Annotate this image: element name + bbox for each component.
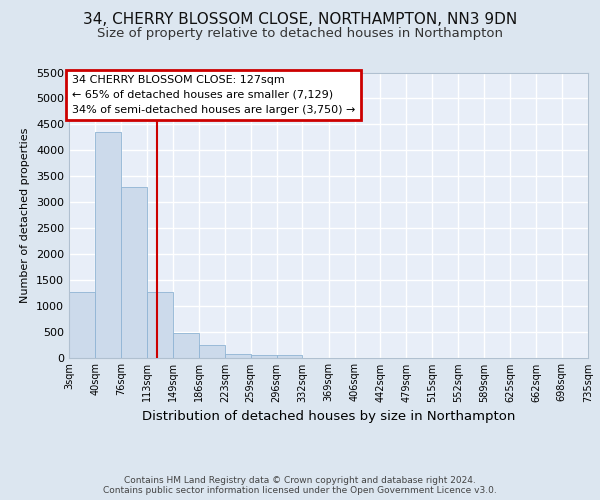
Bar <box>225 354 251 358</box>
Text: 34, CHERRY BLOSSOM CLOSE, NORTHAMPTON, NN3 9DN: 34, CHERRY BLOSSOM CLOSE, NORTHAMPTON, N… <box>83 12 517 28</box>
Bar <box>95 132 121 358</box>
Bar <box>173 332 199 357</box>
Text: Contains HM Land Registry data © Crown copyright and database right 2024.
Contai: Contains HM Land Registry data © Crown c… <box>103 476 497 495</box>
X-axis label: Distribution of detached houses by size in Northampton: Distribution of detached houses by size … <box>142 410 515 423</box>
Bar <box>121 186 147 358</box>
Bar <box>277 354 302 358</box>
Text: Size of property relative to detached houses in Northampton: Size of property relative to detached ho… <box>97 28 503 40</box>
Bar <box>199 345 225 358</box>
Text: 34 CHERRY BLOSSOM CLOSE: 127sqm
← 65% of detached houses are smaller (7,129)
34%: 34 CHERRY BLOSSOM CLOSE: 127sqm ← 65% of… <box>72 75 355 114</box>
Bar <box>147 292 173 358</box>
Y-axis label: Number of detached properties: Number of detached properties <box>20 128 31 302</box>
Bar <box>69 292 95 358</box>
Bar <box>251 354 277 358</box>
